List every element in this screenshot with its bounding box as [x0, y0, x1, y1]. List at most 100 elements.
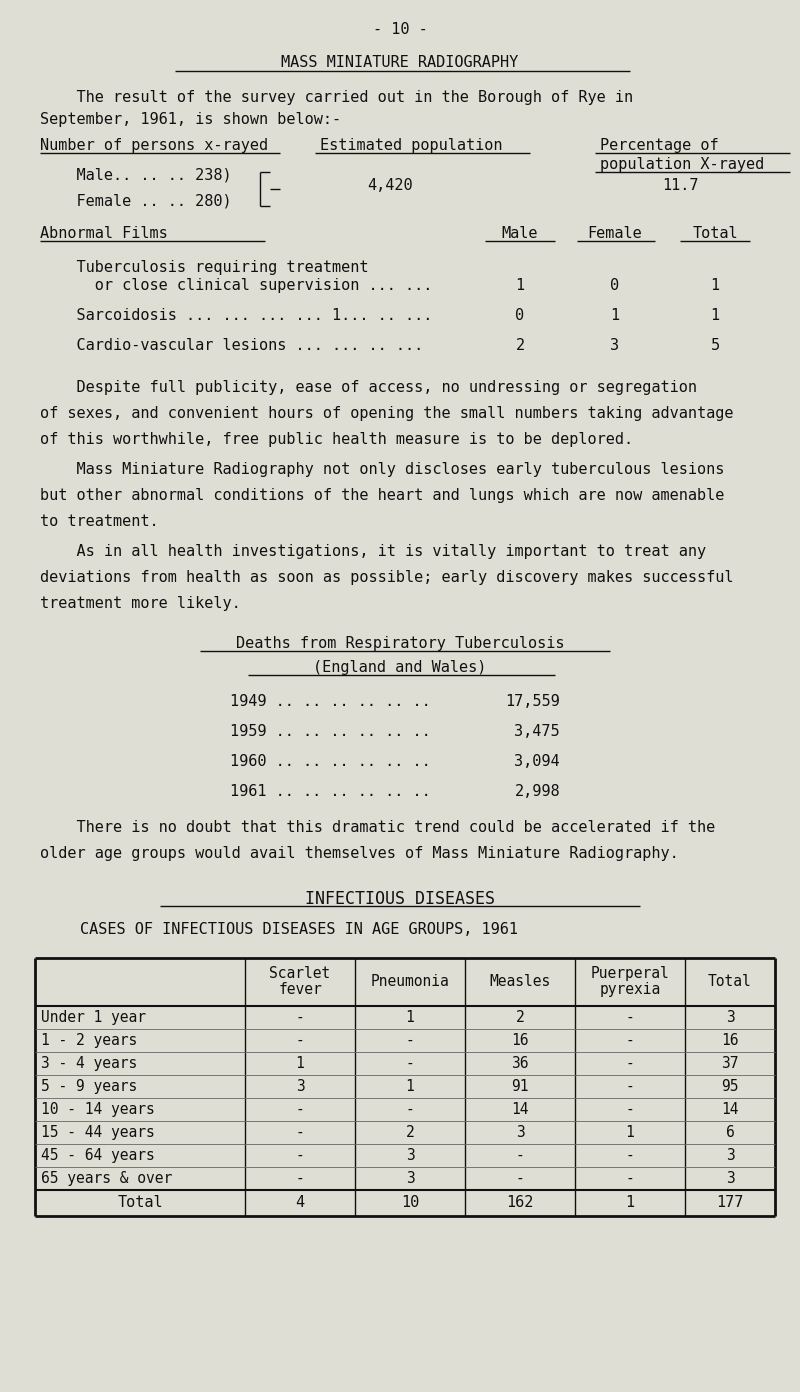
Text: 5 - 9 years: 5 - 9 years	[41, 1079, 138, 1094]
Text: 91: 91	[511, 1079, 529, 1094]
Text: -: -	[626, 1148, 634, 1162]
Text: The result of the survey carried out in the Borough of Rye in: The result of the survey carried out in …	[40, 90, 633, 104]
Text: 0: 0	[515, 308, 525, 323]
Text: 3,094: 3,094	[514, 754, 560, 768]
Text: treatment more likely.: treatment more likely.	[40, 596, 241, 611]
Text: 6: 6	[726, 1125, 734, 1140]
Text: 15 - 44 years: 15 - 44 years	[41, 1125, 154, 1140]
Text: 16: 16	[722, 1033, 738, 1048]
Text: 65 years & over: 65 years & over	[41, 1171, 172, 1186]
Text: 36: 36	[511, 1057, 529, 1070]
Text: Total: Total	[692, 226, 738, 241]
Text: Male.. .. .. 238): Male.. .. .. 238)	[40, 168, 232, 182]
Text: 11.7: 11.7	[662, 178, 698, 193]
Text: Number of persons x-rayed: Number of persons x-rayed	[40, 138, 268, 153]
Text: 37: 37	[722, 1057, 738, 1070]
Text: -: -	[626, 1079, 634, 1094]
Text: 1959 .. .. .. .. .. ..: 1959 .. .. .. .. .. ..	[230, 724, 430, 739]
Text: 5: 5	[710, 338, 719, 354]
Text: pyrexia: pyrexia	[599, 981, 661, 997]
Text: Sarcoidosis ... ... ... ... 1... .. ...: Sarcoidosis ... ... ... ... 1... .. ...	[40, 308, 432, 323]
Text: 4,420: 4,420	[367, 178, 413, 193]
Text: -: -	[296, 1011, 304, 1025]
Text: 3: 3	[406, 1171, 414, 1186]
Text: Total: Total	[708, 974, 752, 988]
Text: -: -	[626, 1057, 634, 1070]
Text: 2: 2	[516, 1011, 524, 1025]
Text: -: -	[406, 1102, 414, 1116]
Text: MASS MINIATURE RADIOGRAPHY: MASS MINIATURE RADIOGRAPHY	[282, 56, 518, 70]
Text: deviations from health as soon as possible; early discovery makes successful: deviations from health as soon as possib…	[40, 569, 734, 585]
Text: 1 - 2 years: 1 - 2 years	[41, 1033, 138, 1048]
Text: 3,475: 3,475	[514, 724, 560, 739]
Text: 3 - 4 years: 3 - 4 years	[41, 1057, 138, 1070]
Text: 177: 177	[716, 1194, 744, 1210]
Text: 3: 3	[726, 1011, 734, 1025]
Text: 1: 1	[406, 1079, 414, 1094]
Text: or close clinical supervision ... ...: or close clinical supervision ... ...	[40, 278, 432, 292]
Text: 4: 4	[295, 1194, 305, 1210]
Text: of sexes, and convenient hours of opening the small numbers taking advantage: of sexes, and convenient hours of openin…	[40, 406, 734, 420]
Text: Mass Miniature Radiography not only discloses early tuberculous lesions: Mass Miniature Radiography not only disc…	[40, 462, 724, 477]
Text: 3: 3	[296, 1079, 304, 1094]
Text: 16: 16	[511, 1033, 529, 1048]
Text: population X-rayed: population X-rayed	[600, 157, 764, 173]
Text: 1: 1	[515, 278, 525, 292]
Text: Scarlet: Scarlet	[270, 966, 330, 981]
Text: 1: 1	[710, 308, 719, 323]
Text: Total: Total	[117, 1194, 163, 1210]
Text: September, 1961, is shown below:-: September, 1961, is shown below:-	[40, 111, 341, 127]
Text: -: -	[296, 1171, 304, 1186]
Text: Cardio-vascular lesions ... ... .. ...: Cardio-vascular lesions ... ... .. ...	[40, 338, 423, 354]
Text: Female .. .. 280): Female .. .. 280)	[40, 193, 232, 209]
Text: 10: 10	[401, 1194, 419, 1210]
Text: 162: 162	[506, 1194, 534, 1210]
Text: -: -	[296, 1033, 304, 1048]
Text: -: -	[626, 1033, 634, 1048]
Text: Percentage of: Percentage of	[600, 138, 718, 153]
Text: 1: 1	[626, 1125, 634, 1140]
Text: 14: 14	[511, 1102, 529, 1116]
Text: 14: 14	[722, 1102, 738, 1116]
Text: 1: 1	[610, 308, 619, 323]
Text: -: -	[516, 1171, 524, 1186]
Text: -: -	[296, 1102, 304, 1116]
Text: to treatment.: to treatment.	[40, 514, 158, 529]
Text: -: -	[626, 1171, 634, 1186]
Text: 3: 3	[516, 1125, 524, 1140]
Text: CASES OF INFECTIOUS DISEASES IN AGE GROUPS, 1961: CASES OF INFECTIOUS DISEASES IN AGE GROU…	[80, 922, 518, 937]
Text: -: -	[516, 1148, 524, 1162]
Text: fever: fever	[278, 981, 322, 997]
Text: -: -	[406, 1057, 414, 1070]
Text: 3: 3	[406, 1148, 414, 1162]
Text: older age groups would avail themselves of Mass Miniature Radiography.: older age groups would avail themselves …	[40, 846, 678, 862]
Text: There is no doubt that this dramatic trend could be accelerated if the: There is no doubt that this dramatic tre…	[40, 820, 715, 835]
Text: 3: 3	[610, 338, 619, 354]
Text: 3: 3	[726, 1171, 734, 1186]
Text: As in all health investigations, it is vitally important to treat any: As in all health investigations, it is v…	[40, 544, 706, 560]
Text: -: -	[296, 1148, 304, 1162]
Text: Abnormal Films: Abnormal Films	[40, 226, 168, 241]
Text: Estimated population: Estimated population	[320, 138, 502, 153]
Text: (England and Wales): (England and Wales)	[314, 660, 486, 675]
Text: 2,998: 2,998	[514, 784, 560, 799]
Text: 0: 0	[610, 278, 619, 292]
Text: Deaths from Respiratory Tuberculosis: Deaths from Respiratory Tuberculosis	[236, 636, 564, 651]
Text: Under 1 year: Under 1 year	[41, 1011, 146, 1025]
Text: 2: 2	[515, 338, 525, 354]
Text: -: -	[626, 1102, 634, 1116]
Text: 1949 .. .. .. .. .. ..: 1949 .. .. .. .. .. ..	[230, 695, 430, 709]
Text: INFECTIOUS DISEASES: INFECTIOUS DISEASES	[305, 889, 495, 908]
Text: 1: 1	[710, 278, 719, 292]
Text: 1961 .. .. .. .. .. ..: 1961 .. .. .. .. .. ..	[230, 784, 430, 799]
Text: Pneumonia: Pneumonia	[370, 974, 450, 988]
Text: but other abnormal conditions of the heart and lungs which are now amenable: but other abnormal conditions of the hea…	[40, 489, 724, 503]
Text: 1: 1	[626, 1194, 634, 1210]
Text: of this worthwhile, free public health measure is to be deplored.: of this worthwhile, free public health m…	[40, 432, 633, 447]
Text: Measles: Measles	[490, 974, 550, 988]
Text: Female: Female	[588, 226, 642, 241]
Text: 2: 2	[406, 1125, 414, 1140]
Text: -: -	[626, 1011, 634, 1025]
Text: 1: 1	[296, 1057, 304, 1070]
Text: 1: 1	[406, 1011, 414, 1025]
